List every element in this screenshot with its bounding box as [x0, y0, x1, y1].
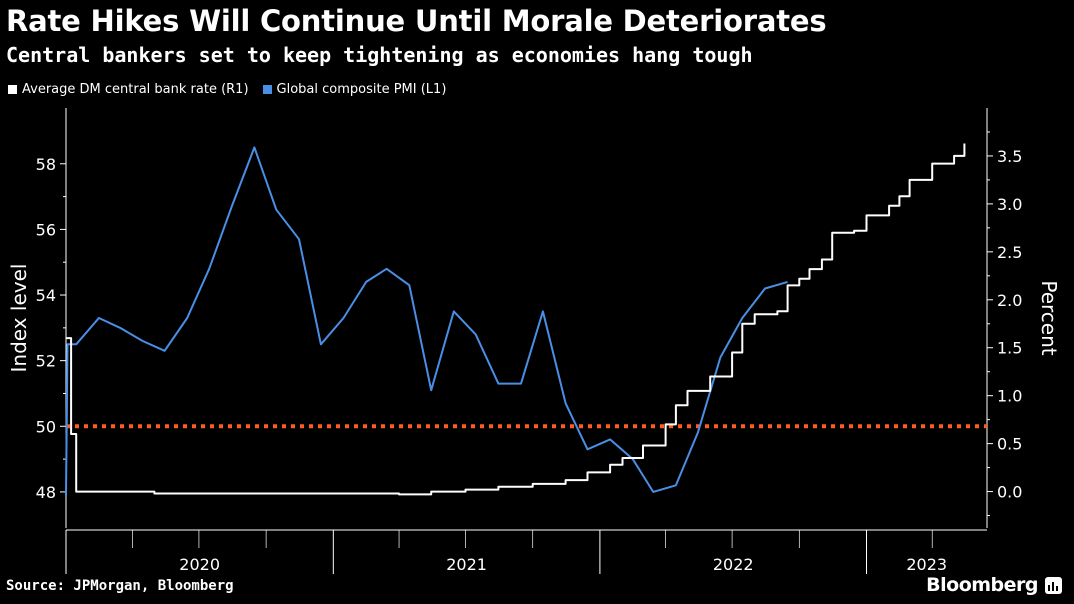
right-tick-label: 2.0 — [997, 291, 1022, 310]
x-tick-label: 2023 — [906, 555, 947, 574]
chart-title: Rate Hikes Will Continue Until Morale De… — [6, 4, 827, 38]
left-tick-label: 56 — [36, 220, 56, 239]
legend-swatch-rate — [8, 85, 17, 94]
right-tick-label: 0.0 — [997, 483, 1022, 502]
left-tick-label: 48 — [36, 483, 56, 502]
right-tick-label: 3.5 — [997, 147, 1022, 166]
left-y-axis: 48 50 52 54 56 58 — [36, 108, 67, 528]
x-tick-label: 2020 — [179, 555, 220, 574]
right-y-axis: 0.0 0.5 1.0 1.5 2.0 2.5 3.0 3.5 — [986, 108, 1022, 528]
x-tick-label: 2021 — [446, 555, 487, 574]
legend-item-rate: Average DM central bank rate (R1) — [8, 82, 249, 97]
right-tick-label: 1.0 — [997, 387, 1022, 406]
legend-label-rate: Average DM central bank rate (R1) — [22, 82, 249, 97]
legend-swatch-pmi — [262, 85, 272, 94]
series-line-global-pmi — [65, 146, 788, 496]
bloomberg-chart-icon — [1045, 577, 1062, 594]
left-tick-label: 58 — [36, 155, 56, 174]
series-line-dm-rate — [66, 143, 966, 496]
legend: Average DM central bank rate (R1) Global… — [8, 82, 460, 97]
left-tick-label: 50 — [36, 417, 56, 436]
series-group — [65, 143, 987, 496]
chart-subtitle: Central bankers set to keep tightening a… — [6, 43, 753, 67]
right-tick-label: 1.5 — [997, 339, 1022, 358]
x-axis: 2020 2021 2022 2023 — [65, 529, 987, 574]
left-tick-label: 52 — [36, 352, 56, 371]
x-tick-label: 2022 — [713, 555, 754, 574]
right-tick-label: 2.5 — [997, 243, 1022, 262]
legend-item-pmi: Global composite PMI (L1) — [262, 82, 447, 97]
legend-label-pmi: Global composite PMI (L1) — [276, 82, 447, 97]
right-tick-label: 3.0 — [997, 195, 1022, 214]
right-axis-title: Percent — [1037, 280, 1061, 355]
brand-logo: Bloomberg — [926, 574, 1038, 596]
source-note: Source: JPMorgan, Bloomberg — [6, 578, 234, 594]
left-tick-label: 54 — [36, 286, 56, 305]
left-axis-title: Index level — [7, 264, 31, 373]
right-tick-label: 0.5 — [997, 435, 1022, 454]
